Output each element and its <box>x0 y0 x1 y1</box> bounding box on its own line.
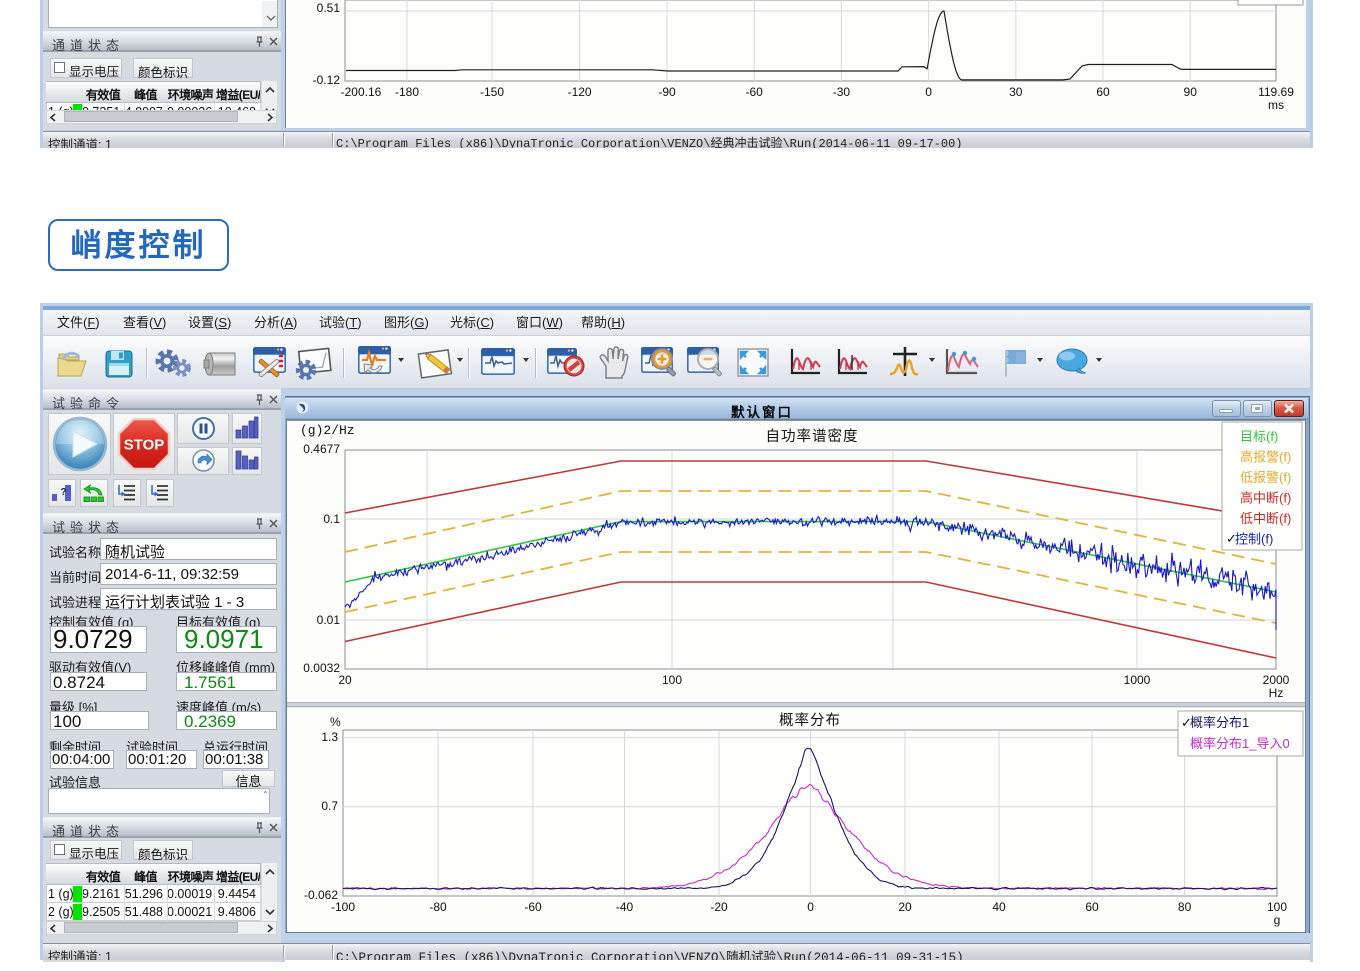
svg-text:✓: ✓ <box>1181 715 1192 730</box>
svg-text:100: 100 <box>662 673 682 687</box>
svg-text:0.7: 0.7 <box>321 799 338 813</box>
svg-text:-150: -150 <box>480 85 504 99</box>
svg-text:STOP: STOP <box>124 437 165 454</box>
svg-text:119.69: 119.69 <box>1258 85 1294 99</box>
svg-text:0: 0 <box>925 85 932 99</box>
svg-text:-60: -60 <box>524 900 542 914</box>
svg-text:Hz: Hz <box>1269 686 1284 700</box>
svg-text:-180: -180 <box>395 85 419 99</box>
svg-text:高中断(f): 高中断(f) <box>1240 491 1291 506</box>
svg-text:概率分布1_导入0: 概率分布1_导入0 <box>1190 736 1290 751</box>
svg-text:(g)2/Hz: (g)2/Hz <box>300 423 355 438</box>
svg-text:1000: 1000 <box>1124 673 1151 687</box>
svg-text:✓: ✓ <box>1226 531 1237 546</box>
svg-text:20: 20 <box>898 900 912 914</box>
svg-text:0.51: 0.51 <box>317 1 341 15</box>
svg-text:0.01: 0.01 <box>317 613 341 627</box>
svg-text:80: 80 <box>1178 900 1192 914</box>
svg-text:100: 100 <box>1267 900 1287 914</box>
svg-text:控制(f): 控制(f) <box>1235 532 1273 547</box>
svg-text:1.3: 1.3 <box>321 730 338 744</box>
svg-text:概率分布: 概率分布 <box>779 712 841 729</box>
svg-text:40: 40 <box>992 900 1006 914</box>
svg-text:0.0032: 0.0032 <box>303 661 340 675</box>
svg-text:-0.12: -0.12 <box>313 73 341 87</box>
svg-text:30: 30 <box>1009 85 1023 99</box>
svg-text:60: 60 <box>1085 900 1099 914</box>
svg-text:-0.062: -0.062 <box>304 888 338 902</box>
svg-text:-80: -80 <box>429 900 447 914</box>
svg-text:0: 0 <box>807 900 814 914</box>
svg-text:自功率谱密度: 自功率谱密度 <box>766 428 859 445</box>
svg-text:-20: -20 <box>710 900 728 914</box>
svg-text:ms: ms <box>1268 98 1284 112</box>
svg-text:概率分布1: 概率分布1 <box>1190 715 1249 730</box>
svg-text:?: ? <box>61 487 67 498</box>
svg-text:-40: -40 <box>616 900 634 914</box>
svg-text:-200.16: -200.16 <box>341 85 382 99</box>
svg-text:0.4677: 0.4677 <box>303 442 340 456</box>
svg-text:低中断(f): 低中断(f) <box>1240 511 1291 526</box>
svg-text:90: 90 <box>1184 85 1198 99</box>
svg-text:低报警(f): 低报警(f) <box>1240 470 1291 485</box>
svg-text:高报警(f): 高报警(f) <box>1240 450 1291 465</box>
svg-text:0.1: 0.1 <box>323 512 340 526</box>
svg-text:-100: -100 <box>331 900 355 914</box>
svg-text:目标(f): 目标(f) <box>1240 429 1278 444</box>
svg-text:g: g <box>1274 913 1281 927</box>
svg-text:-120: -120 <box>568 85 592 99</box>
svg-text:-90: -90 <box>658 85 676 99</box>
svg-text:-60: -60 <box>746 85 764 99</box>
svg-text:2000: 2000 <box>1263 673 1290 687</box>
svg-text:60: 60 <box>1096 85 1110 99</box>
svg-text:-30: -30 <box>833 85 851 99</box>
svg-text:%: % <box>330 715 341 729</box>
svg-text:20: 20 <box>338 673 352 687</box>
